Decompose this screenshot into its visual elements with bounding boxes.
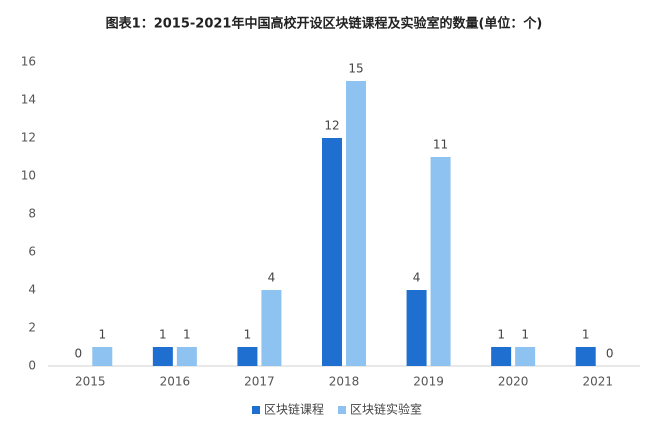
bar [575,347,596,366]
data-label: 15 [348,62,363,76]
data-label: 1 [521,328,529,342]
x-tick-label: 2015 [75,375,106,389]
x-tick-label: 2019 [413,375,444,389]
data-label: 12 [324,119,339,133]
data-label: 11 [433,138,448,152]
legend-swatch [338,406,347,414]
x-tick-label: 2021 [582,375,613,389]
bar [491,347,512,366]
bar [152,347,173,366]
bar [346,81,366,366]
legend-label: 区块链实验室 [350,402,422,417]
data-label: 1 [244,328,252,342]
x-tick-label: 2020 [498,375,529,389]
y-tick-label: 8 [28,207,36,221]
y-tick-label: 14 [21,93,36,107]
y-tick-label: 16 [21,55,36,69]
y-tick-label: 6 [28,245,36,259]
legend-label: 区块链课程 [264,402,324,417]
x-tick-label: 2018 [329,375,360,389]
y-tick-label: 12 [21,131,36,145]
data-label: 1 [582,328,590,342]
bar [515,347,536,366]
bar [176,347,197,366]
data-label: 0 [606,347,614,361]
y-tick-label: 4 [28,283,36,297]
bar [430,157,451,366]
data-label: 0 [74,347,82,361]
x-tick-label: 2016 [160,375,191,389]
bar [322,138,342,366]
data-label: 1 [497,328,505,342]
data-label: 4 [413,271,421,285]
bar [261,290,282,366]
legend-swatch [252,406,260,414]
data-label: 1 [98,328,106,342]
y-tick-label: 2 [28,321,36,335]
data-label: 1 [183,328,191,342]
bar [237,347,258,366]
y-tick-label: 10 [21,169,36,183]
data-label: 1 [159,328,167,342]
bar [406,290,427,366]
data-label: 4 [268,271,276,285]
x-tick-label: 2017 [244,375,275,389]
y-tick-label: 0 [28,359,36,373]
chart-title: 图表1：2015-2021年中国高校开设区块链课程及实验室的数量(单位：个) [106,16,543,32]
bar [92,347,113,366]
